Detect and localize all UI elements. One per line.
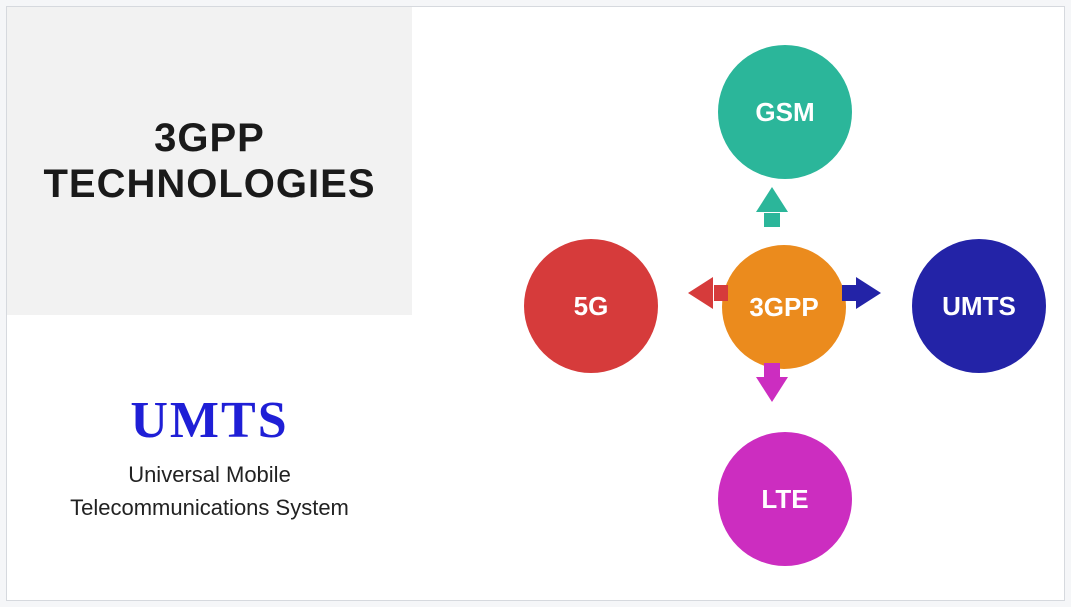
node-left: 5G: [524, 239, 658, 373]
umts-logo: UMTS: [130, 391, 288, 450]
umts-sub-line-2: Telecommunications System: [70, 495, 349, 520]
arrow-down-stem: [764, 363, 780, 377]
node-top: GSM: [718, 45, 852, 179]
title-line-1: 3GPP: [154, 115, 265, 161]
arrow-up-head: [756, 187, 788, 212]
arrow-left-stem: [714, 285, 728, 301]
arrow-down-head: [756, 377, 788, 402]
left-panel: 3GPP TECHNOLOGIES UMTS Universal Mobile …: [7, 7, 412, 600]
node-right: UMTS: [912, 239, 1046, 373]
umts-sub-line-1: Universal Mobile: [128, 462, 291, 487]
title-line-2: TECHNOLOGIES: [43, 161, 375, 207]
arrow-left-head: [688, 277, 713, 309]
node-bottom: LTE: [718, 432, 852, 566]
arrow-right-stem: [842, 285, 856, 301]
title-block: 3GPP TECHNOLOGIES: [7, 7, 412, 315]
radial-diagram: 3GPP GSM UMTS LTE 5G: [412, 7, 1064, 600]
slide-frame: 3GPP TECHNOLOGIES UMTS Universal Mobile …: [6, 6, 1065, 601]
umts-subtitle: Universal Mobile Telecommunications Syst…: [70, 458, 349, 524]
node-center: 3GPP: [722, 245, 846, 369]
diagram-panel: 3GPP GSM UMTS LTE 5G: [412, 7, 1064, 600]
arrow-right-head: [856, 277, 881, 309]
arrow-up-stem: [764, 213, 780, 227]
umts-block: UMTS Universal Mobile Telecommunications…: [7, 315, 412, 600]
